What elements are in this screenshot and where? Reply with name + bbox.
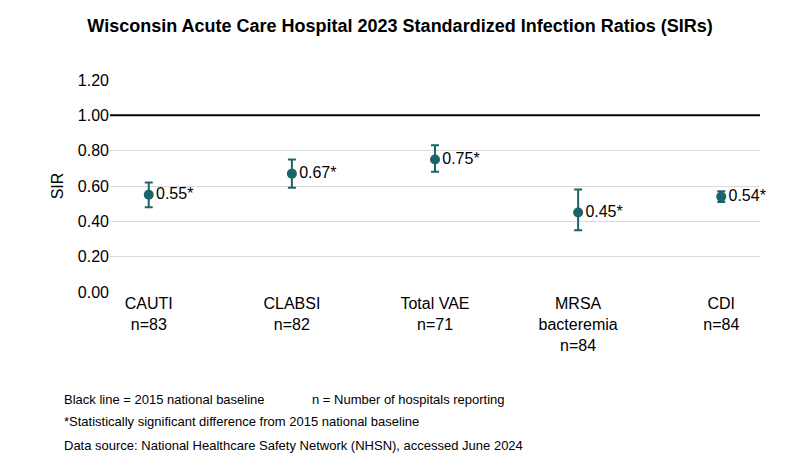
svg-text:Black line = 2015 national bas: Black line = 2015 national baseline [64, 392, 265, 407]
svg-text:Wisconsin Acute Care Hospital: Wisconsin Acute Care Hospital 2023 Stand… [87, 16, 712, 36]
svg-text:SIR: SIR [49, 173, 66, 200]
svg-text:CAUTIn=83: CAUTIn=83 [125, 295, 173, 333]
svg-text:0.40: 0.40 [78, 213, 109, 230]
svg-text:0.45*: 0.45* [585, 203, 622, 220]
svg-text:*Statistically significant dif: *Statistically significant difference fr… [64, 414, 419, 429]
svg-text:0.67*: 0.67* [299, 164, 336, 181]
svg-text:0.55*: 0.55* [156, 185, 193, 202]
svg-text:Total VAEn=71: Total VAEn=71 [400, 295, 469, 333]
svg-text:Data source: National Healthca: Data source: National Healthcare Safety … [64, 438, 523, 453]
svg-text:0.20: 0.20 [78, 248, 109, 265]
svg-text:CLABSIn=82: CLABSIn=82 [263, 295, 320, 333]
svg-text:n = Number of hospitals report: n = Number of hospitals reporting [312, 392, 505, 407]
svg-text:0.00: 0.00 [78, 284, 109, 301]
svg-text:1.00: 1.00 [78, 107, 109, 124]
svg-text:1.20: 1.20 [78, 72, 109, 89]
svg-text:0.80: 0.80 [78, 142, 109, 159]
svg-text:MRSAbacteremian=84: MRSAbacteremian=84 [539, 295, 618, 354]
svg-text:0.60: 0.60 [78, 178, 109, 195]
svg-text:0.75*: 0.75* [442, 150, 479, 167]
svg-text:CDIn=84: CDIn=84 [703, 295, 739, 333]
svg-text:0.54*: 0.54* [729, 187, 766, 204]
